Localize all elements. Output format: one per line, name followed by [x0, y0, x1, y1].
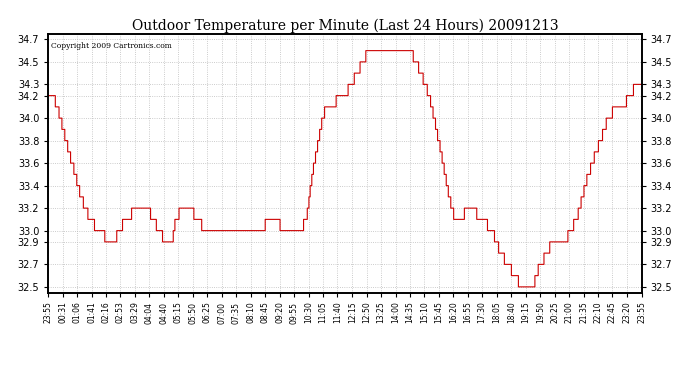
Title: Outdoor Temperature per Minute (Last 24 Hours) 20091213: Outdoor Temperature per Minute (Last 24 …	[132, 18, 558, 33]
Text: Copyright 2009 Cartronics.com: Copyright 2009 Cartronics.com	[51, 42, 172, 50]
